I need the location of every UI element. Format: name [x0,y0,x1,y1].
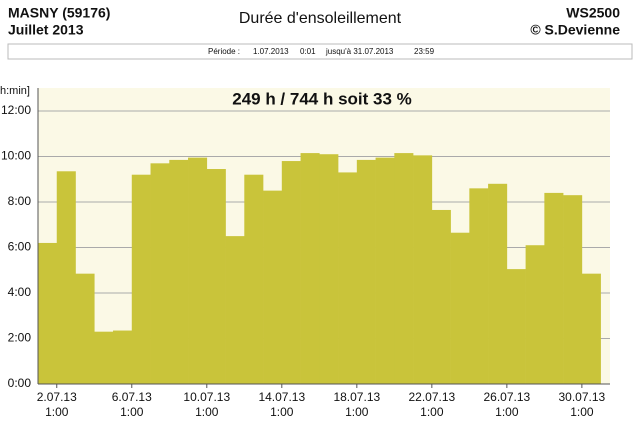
x-tick-label: 10.07.13 [183,390,230,404]
x-tick-label: 30.07.13 [559,390,606,404]
bar [56,171,76,384]
x-tick-label: 26.07.13 [483,390,530,404]
period-until: jusqu'à 31.07.2013 [325,47,394,56]
bar [131,174,151,384]
x-tick-time: 1:00 [345,405,369,419]
period-start-date: 1.07.2013 [253,47,289,56]
x-tick-time: 1:00 [120,405,144,419]
y-tick-label: 8:00 [8,194,32,208]
x-tick-label: 14.07.13 [258,390,305,404]
x-tick-time: 1:00 [195,405,219,419]
y-tick-label: 4:00 [8,285,32,299]
author: © S.Devienne [530,22,620,38]
bar [488,183,508,384]
bar [375,157,395,384]
y-tick-label: 0:00 [8,376,32,390]
page-title: Durée d'ensoleillement [239,10,402,27]
bar [506,269,526,384]
bar [544,192,564,384]
bar [338,172,358,384]
bar [206,169,226,384]
bar [281,161,301,384]
bar [300,153,320,384]
x-tick-label: 2.07.13 [37,390,77,404]
bar [319,154,339,384]
x-tick-label: 18.07.13 [333,390,380,404]
y-axis-label: h:min] [0,85,30,97]
month: Juillet 2013 [8,22,84,38]
period-start-time: 0:01 [300,47,316,56]
bar [244,174,264,384]
x-tick-time: 1:00 [495,405,519,419]
annotation: 249 h / 744 h soit 33 % [232,89,412,108]
bar [450,232,470,384]
bar [94,331,114,384]
bar [431,209,451,384]
bar [263,190,283,384]
x-tick-time: 1:00 [420,405,444,419]
bar [525,245,545,384]
bar [413,155,433,384]
bar [113,330,133,384]
bar [581,273,601,384]
y-tick-label: 10:00 [1,149,31,163]
x-tick-time: 1:00 [45,405,69,419]
bar [169,159,189,384]
period-label: Période : [208,47,240,56]
x-tick-time: 1:00 [270,405,294,419]
bar [394,153,414,384]
bar [469,188,489,384]
period-end-time: 23:59 [414,47,435,56]
y-tick-label: 12:00 [1,103,31,117]
bar [75,273,95,384]
bar [563,195,583,384]
y-tick-label: 2:00 [8,331,32,345]
y-tick-label: 6:00 [8,240,32,254]
bar [150,163,170,384]
station: MASNY (59176) [8,5,110,21]
bar [225,236,245,384]
x-tick-label: 6.07.13 [112,390,152,404]
bar [38,242,58,384]
bar [356,159,376,384]
x-tick-label: 22.07.13 [408,390,455,404]
device: WS2500 [566,5,620,21]
period-box [7,43,633,60]
x-tick-time: 1:00 [570,405,594,419]
bar [188,157,208,384]
